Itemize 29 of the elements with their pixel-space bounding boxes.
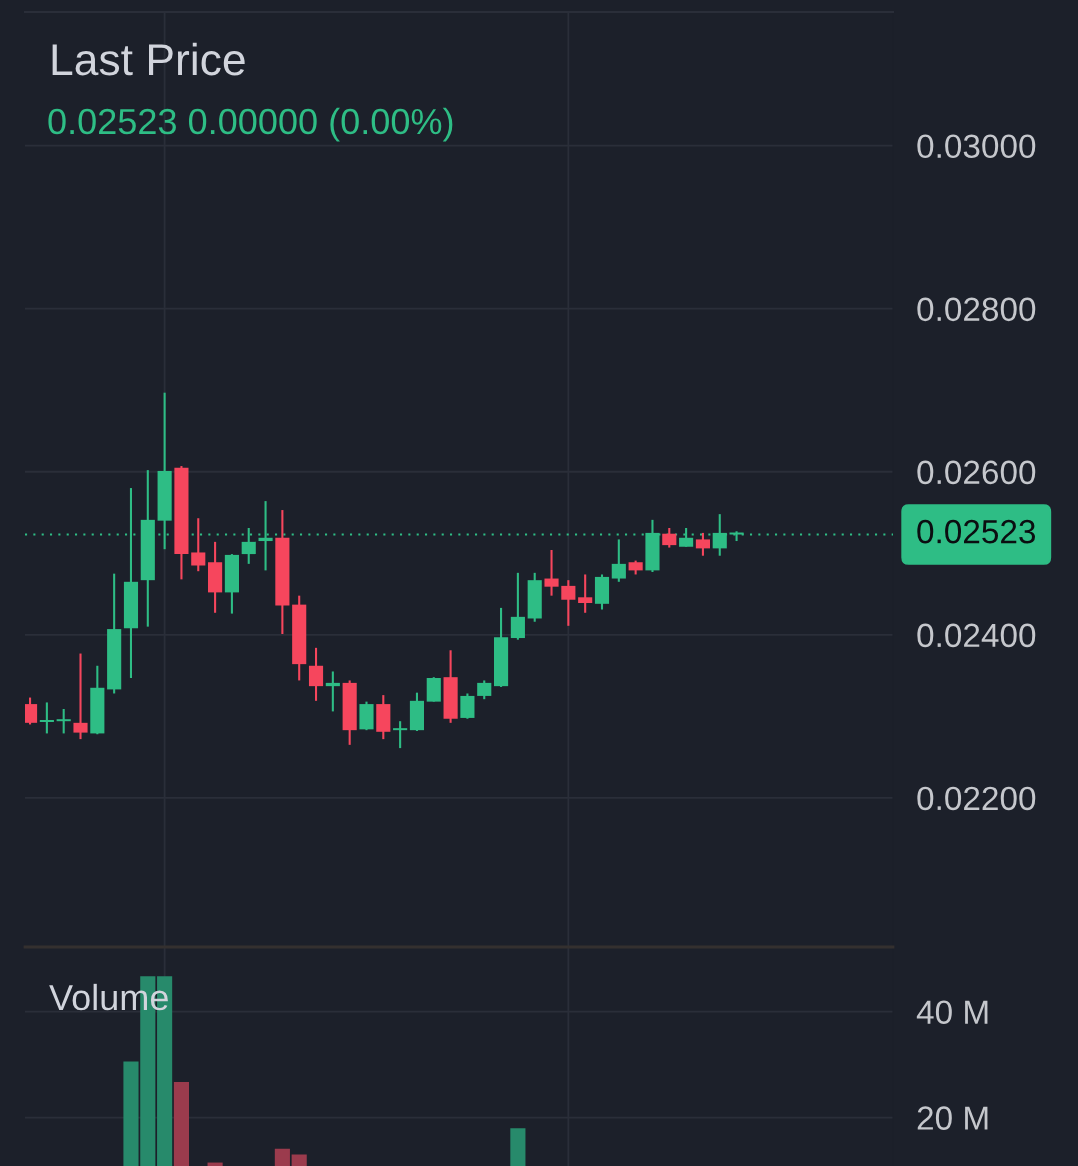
text: Last Price <box>52 42 245 76</box>
candlestick <box>561 579 576 627</box>
candlestick <box>191 517 206 573</box>
candlestick <box>73 652 88 741</box>
y-tick-label: 0.02400 <box>917 623 1036 648</box>
candlestick <box>325 670 340 713</box>
y-tick-label: 20 M <box>917 1106 988 1130</box>
candlestick <box>308 646 324 702</box>
y-tick-label: 40 M <box>916 1000 988 1025</box>
candlestick <box>477 679 492 701</box>
ref-line-label: 0.02523 <box>917 519 1036 544</box>
candlestick <box>578 573 593 614</box>
candlestick <box>39 701 54 735</box>
y-tick-label: 0.02600 <box>917 460 1036 485</box>
candlestick <box>662 526 677 549</box>
candlestick <box>56 707 71 735</box>
candlestick <box>393 720 408 750</box>
candlestick <box>510 571 525 641</box>
y-tick-label: 0.02200 <box>917 786 1036 811</box>
y-tick-label: 0.03000 <box>917 134 1036 159</box>
candlestick <box>25 696 38 726</box>
candlestick <box>460 692 475 720</box>
candlestick <box>426 676 441 703</box>
candlestick <box>544 548 559 597</box>
candlestick <box>712 513 727 557</box>
text: 0.02523 0.00000 (0.00%) <box>48 107 453 142</box>
candlestick <box>611 538 626 583</box>
y-tick-label: 0.02800 <box>917 297 1036 322</box>
candlestick <box>695 531 710 557</box>
